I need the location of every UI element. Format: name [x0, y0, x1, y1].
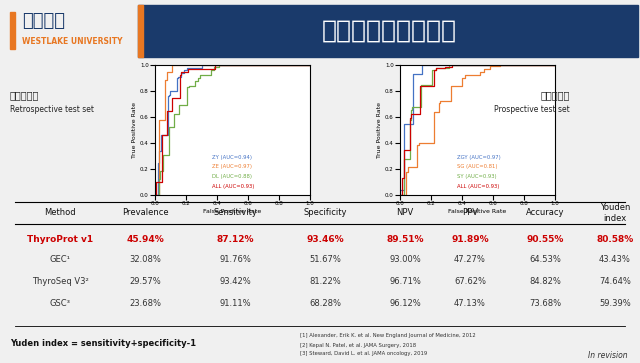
- Text: Youden
index: Youden index: [600, 203, 630, 223]
- Text: 回顾性队列: 回顾性队列: [10, 90, 40, 100]
- Text: 90.55%: 90.55%: [526, 234, 564, 244]
- Text: 91.89%: 91.89%: [451, 234, 489, 244]
- Text: Yuden index = sensitivity+specificity-1: Yuden index = sensitivity+specificity-1: [10, 339, 196, 347]
- Text: NPV: NPV: [396, 208, 413, 217]
- Text: Prevalence: Prevalence: [122, 208, 168, 217]
- Text: 87.12%: 87.12%: [216, 234, 253, 244]
- Text: SG (AUC=0.81): SG (AUC=0.81): [458, 164, 498, 170]
- Text: ThyroSeq V3²: ThyroSeq V3²: [31, 277, 88, 286]
- Text: 47.27%: 47.27%: [454, 256, 486, 265]
- X-axis label: False Positive Rate: False Positive Rate: [449, 209, 507, 214]
- Text: WESTLAKE UNIVERSITY: WESTLAKE UNIVERSITY: [22, 37, 122, 46]
- Text: 45.94%: 45.94%: [126, 234, 164, 244]
- Text: 96.12%: 96.12%: [389, 298, 421, 307]
- Text: 89.51%: 89.51%: [387, 234, 424, 244]
- Text: GSC³: GSC³: [49, 298, 70, 307]
- Text: ZGY (AUC=0.97): ZGY (AUC=0.97): [458, 155, 501, 160]
- Text: [1] Alexander, Erik K. et al. New England Journal of Medicine, 2012: [1] Alexander, Erik K. et al. New Englan…: [300, 334, 476, 339]
- Text: 91.11%: 91.11%: [219, 298, 251, 307]
- Text: 多中心临床研究验证: 多中心临床研究验证: [321, 19, 456, 43]
- Text: 前瞻性队列: 前瞻性队列: [541, 90, 570, 100]
- Text: Sensitivity: Sensitivity: [213, 208, 257, 217]
- Text: 西湖大学: 西湖大学: [22, 12, 65, 29]
- Text: 51.67%: 51.67%: [309, 256, 341, 265]
- Text: ZY (AUC=0.94): ZY (AUC=0.94): [212, 155, 252, 160]
- Text: 23.68%: 23.68%: [129, 298, 161, 307]
- Text: Accuracy: Accuracy: [525, 208, 564, 217]
- Text: 64.53%: 64.53%: [529, 256, 561, 265]
- Text: 29.57%: 29.57%: [129, 277, 161, 286]
- Text: Method: Method: [44, 208, 76, 217]
- Text: ThyroProt v1: ThyroProt v1: [27, 234, 93, 244]
- Text: 68.28%: 68.28%: [309, 298, 341, 307]
- X-axis label: False Positive Rate: False Positive Rate: [204, 209, 262, 214]
- Text: 67.62%: 67.62%: [454, 277, 486, 286]
- Text: 32.08%: 32.08%: [129, 256, 161, 265]
- Bar: [10, 12, 15, 49]
- Text: 81.22%: 81.22%: [309, 277, 341, 286]
- Text: Retrospective test set: Retrospective test set: [10, 105, 94, 114]
- Text: 93.00%: 93.00%: [389, 256, 421, 265]
- Text: 47.13%: 47.13%: [454, 298, 486, 307]
- Text: Specificity: Specificity: [303, 208, 347, 217]
- Text: [2] Kepal N. Patel, et al. JAMA Surgery, 2018: [2] Kepal N. Patel, et al. JAMA Surgery,…: [300, 343, 416, 347]
- Text: 93.46%: 93.46%: [306, 234, 344, 244]
- Text: DL (AUC=0.88): DL (AUC=0.88): [212, 174, 252, 179]
- Y-axis label: True Positive Rate: True Positive Rate: [377, 102, 382, 158]
- Text: 96.71%: 96.71%: [389, 277, 421, 286]
- Text: PPV: PPV: [462, 208, 478, 217]
- Text: [3] Steward, David L. et al. JAMA oncology, 2019: [3] Steward, David L. et al. JAMA oncolo…: [300, 351, 428, 356]
- Text: ZE (AUC=0.97): ZE (AUC=0.97): [212, 164, 252, 170]
- Text: In revision: In revision: [588, 351, 628, 359]
- Y-axis label: True Positive Rate: True Positive Rate: [132, 102, 137, 158]
- Text: Prospective test set: Prospective test set: [494, 105, 570, 114]
- Text: 80.58%: 80.58%: [596, 234, 634, 244]
- Text: 43.43%: 43.43%: [599, 256, 631, 265]
- Text: 84.82%: 84.82%: [529, 277, 561, 286]
- Text: SY (AUC=0.93): SY (AUC=0.93): [458, 174, 497, 179]
- Text: 93.42%: 93.42%: [219, 277, 251, 286]
- Text: ALL (AUC=0.93): ALL (AUC=0.93): [212, 184, 255, 189]
- Text: 74.64%: 74.64%: [599, 277, 631, 286]
- Text: GEC¹: GEC¹: [49, 256, 70, 265]
- Bar: [138, 5, 143, 57]
- Bar: [138, 5, 638, 57]
- Text: 59.39%: 59.39%: [599, 298, 631, 307]
- Text: ALL (AUC=0.93): ALL (AUC=0.93): [458, 184, 500, 189]
- Text: 91.76%: 91.76%: [219, 256, 251, 265]
- Text: 73.68%: 73.68%: [529, 298, 561, 307]
